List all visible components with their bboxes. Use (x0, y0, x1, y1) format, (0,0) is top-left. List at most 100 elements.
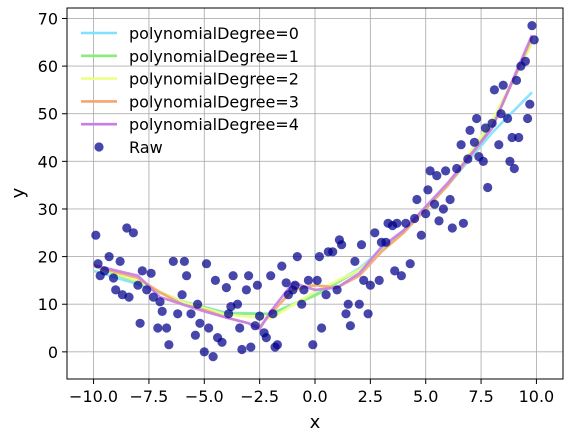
raw-data-point (261, 333, 271, 343)
raw-data-point (405, 259, 415, 269)
x-tick-label: −2.5 (240, 387, 279, 406)
raw-data-point (445, 194, 455, 205)
x-tick-label: 7.5 (468, 387, 493, 406)
raw-data-point (370, 228, 380, 238)
raw-data-point (217, 337, 227, 347)
raw-data-point (281, 278, 291, 288)
raw-data-point (374, 275, 384, 285)
x-tick-label: −7.5 (129, 387, 168, 406)
raw-data-point (268, 309, 278, 319)
raw-data-point (179, 256, 189, 266)
raw-data-point (250, 321, 260, 331)
raw-data-point (505, 156, 515, 166)
raw-data-point (164, 340, 174, 350)
raw-data-point (317, 323, 327, 333)
series-line-degree-4 (93, 34, 534, 331)
x-tick-label: −10.0 (69, 387, 118, 406)
y-tick-label: 70 (38, 9, 58, 28)
raw-data-point (321, 290, 331, 300)
y-tick-label: 50 (38, 105, 58, 124)
y-axis-ticks: 0 10 20 30 40 50 60 70 (38, 9, 67, 362)
raw-data-point (410, 213, 420, 224)
raw-data-point (343, 299, 353, 309)
raw-data-point (489, 85, 499, 95)
raw-data-point (148, 292, 158, 302)
raw-data-point (104, 252, 114, 262)
raw-data-point (527, 21, 537, 31)
legend-label: Raw (129, 138, 163, 157)
raw-data-point (255, 311, 265, 321)
raw-data-point (432, 171, 442, 181)
legend-label: polynomialDegree=4 (129, 115, 299, 134)
raw-data-point (201, 259, 212, 269)
raw-data-point (523, 113, 533, 124)
raw-data-point (314, 252, 324, 262)
raw-data-point (135, 318, 145, 328)
raw-data-point (483, 182, 493, 193)
raw-data-point (115, 256, 125, 266)
y-tick-label: 40 (38, 152, 58, 171)
raw-data-point (401, 218, 411, 228)
raw-data-point (390, 266, 400, 276)
raw-data-point (266, 271, 276, 281)
raw-data-point (312, 275, 322, 285)
raw-data-point (100, 266, 110, 276)
raw-data-point (235, 323, 245, 333)
raw-data-point (252, 280, 262, 290)
raw-data-point (210, 275, 220, 285)
raw-data-point (111, 285, 121, 295)
raw-data-point (341, 309, 351, 319)
raw-data-point (168, 256, 178, 266)
raw-data-point (128, 228, 138, 238)
raw-data-point (511, 75, 522, 85)
y-tick-label: 30 (38, 200, 58, 219)
raw-data-point (146, 268, 156, 278)
y-tick-label: 20 (38, 248, 58, 267)
raw-data-point (520, 56, 531, 66)
raw-data-point (503, 113, 513, 124)
raw-data-point (392, 218, 402, 228)
raw-data-point (469, 137, 479, 147)
raw-data-point (425, 166, 435, 176)
raw-data-point (363, 309, 373, 319)
y-tick-label: 10 (38, 295, 58, 314)
raw-data-point (441, 166, 451, 176)
legend-label: polynomialDegree=2 (129, 70, 299, 89)
raw-data-point (421, 209, 431, 219)
raw-data-point (299, 285, 309, 295)
y-axis-label: y (8, 187, 29, 198)
raw-data-point (354, 299, 364, 309)
legend: polynomialDegree=0 polynomialDegree=1 poly… (81, 24, 299, 157)
raw-data-point (478, 156, 488, 166)
raw-data-point (133, 280, 143, 290)
raw-data-point (365, 280, 375, 290)
raw-data-point (529, 35, 539, 45)
raw-data-point (241, 285, 251, 295)
y-tick-label: 0 (48, 343, 58, 362)
raw-data-point (292, 252, 302, 262)
y-tick-label: 60 (38, 57, 58, 76)
raw-data-point (224, 309, 234, 319)
raw-data-point (142, 285, 152, 295)
raw-data-point (328, 247, 338, 257)
raw-data-point (337, 240, 347, 250)
raw-data-point (162, 323, 172, 333)
legend-label: polynomialDegree=1 (129, 47, 299, 66)
raw-data-point (332, 285, 342, 295)
raw-data-point (452, 163, 462, 174)
raw-data-point (345, 321, 355, 331)
raw-data-point (350, 256, 360, 266)
raw-data-point (412, 194, 422, 205)
raw-data-point (416, 230, 426, 240)
raw-data-point (246, 342, 256, 352)
raw-data-point (463, 154, 473, 164)
x-tick-label: 0.0 (302, 387, 327, 406)
raw-data-point (195, 318, 205, 328)
raw-data-point (525, 99, 535, 109)
x-tick-label: 5.0 (413, 387, 438, 406)
raw-data-point (494, 140, 504, 150)
raw-data-point (277, 261, 287, 271)
raw-data-point (381, 237, 391, 247)
x-tick-label: −5.0 (185, 387, 224, 406)
